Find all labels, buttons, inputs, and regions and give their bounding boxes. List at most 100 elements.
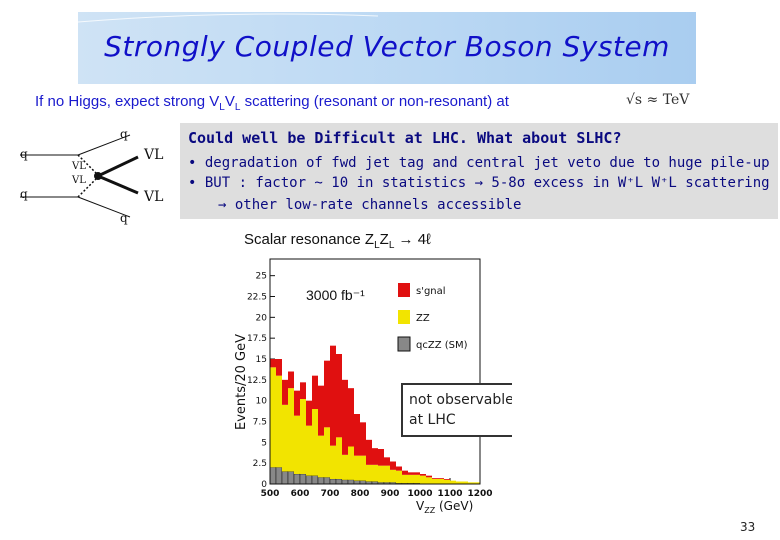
comment-line-1: • degradation of fwd jet tag and central… <box>188 155 770 171</box>
histogram-bar <box>372 464 378 482</box>
histogram-bar <box>474 482 480 484</box>
y-tick-label: 25 <box>256 272 267 282</box>
y-tick-label: 17.5 <box>247 334 267 344</box>
histogram-bar <box>354 414 360 456</box>
histogram-bar <box>312 409 318 476</box>
histogram-bar <box>312 375 318 409</box>
intro-text: If no Higgs, expect strong VLVL scatteri… <box>35 93 509 113</box>
quark-out-bottom: q <box>120 211 128 225</box>
histogram-bar <box>390 461 396 470</box>
histogram-bar <box>348 446 354 480</box>
legend-label-signal: s'gnal <box>416 286 446 297</box>
banner-swoosh <box>78 13 378 23</box>
histogram-bar <box>444 479 450 484</box>
intro-tail: scattering (resonant or non-resonant) at <box>240 93 509 110</box>
x-tick-label: 800 <box>351 489 370 499</box>
histogram-figure: Scalar resonance ZLZL → 4ℓ Events/20 GeV… <box>232 226 529 516</box>
intro-sub-1: L <box>219 102 225 113</box>
legend-swatch-qczz <box>397 336 411 352</box>
y-tick-label: 5 <box>261 438 267 448</box>
histogram-bar <box>342 454 348 480</box>
histogram-bar <box>300 382 306 399</box>
sqrt-s-formula: √s ≈ TeV <box>626 92 690 108</box>
vl-in-bottom: VL <box>72 175 86 186</box>
histogram-bar <box>269 467 277 485</box>
histogram-bar <box>396 466 402 471</box>
histogram-bar <box>288 371 294 389</box>
histogram-bar <box>341 479 349 485</box>
histogram-bar <box>414 474 420 484</box>
histogram-bar <box>396 470 402 484</box>
histogram-bar <box>462 481 468 484</box>
histogram-bar <box>468 482 474 484</box>
histogram-bar <box>438 479 444 484</box>
histogram-bar <box>432 479 438 484</box>
histogram-bar <box>347 479 355 485</box>
histogram-bar <box>420 474 426 476</box>
histogram-bar <box>432 478 438 479</box>
legend-label-qczz: qcZZ (SM) <box>416 340 468 351</box>
legend: s'gnal ZZ qcZZ (SM) <box>397 283 468 352</box>
histogram-bar <box>330 345 336 446</box>
histogram-bar <box>426 475 432 478</box>
histogram-bar <box>294 415 300 474</box>
y-tick-label: 10 <box>256 397 268 407</box>
histogram-bar <box>311 475 319 485</box>
histogram-bar <box>294 390 300 416</box>
y-tick-label: 20 <box>256 313 268 323</box>
histogram-bar <box>366 439 372 465</box>
histogram-bar <box>299 473 307 485</box>
x-tick-label: 700 <box>321 489 340 499</box>
histogram-bar <box>330 445 336 479</box>
plot-frame <box>269 258 481 485</box>
feynman-lines <box>20 134 139 218</box>
histogram-bar <box>276 359 282 376</box>
comments-box: Could well be Difficult at LHC. What abo… <box>180 123 778 219</box>
histogram-bar <box>378 449 384 466</box>
annotation-line-1: not observable <box>409 392 512 408</box>
comments-heading: Could well be Difficult at LHC. What abo… <box>188 129 622 147</box>
legend-label-zz: ZZ <box>416 313 430 324</box>
histogram-bar <box>348 388 354 447</box>
histogram-bar <box>354 455 360 481</box>
histogram-bar <box>305 475 313 485</box>
histogram-bar <box>324 427 330 478</box>
comment-line-3: → other low-rate channels accessible <box>218 197 522 213</box>
page-title: Strongly Coupled Vector Boson System <box>104 30 670 63</box>
histogram-bar <box>414 472 420 475</box>
vl-out-top: VL <box>144 147 164 163</box>
histogram-svg: Scalar resonance ZLZL → 4ℓ Events/20 GeV… <box>234 231 529 515</box>
histogram-bar <box>329 478 337 485</box>
histogram-bar <box>342 379 348 455</box>
histogram-bar <box>456 481 462 484</box>
histogram-bar <box>282 404 288 472</box>
histogram-bar <box>378 465 384 483</box>
histogram-bar <box>270 367 276 468</box>
histogram-bar <box>384 465 390 483</box>
histogram-bar <box>408 474 414 484</box>
y-axis-label: Events/20 GeV <box>234 334 249 430</box>
x-axis-label: VZZ (GeV) <box>416 499 473 515</box>
quark-in-bottom: q <box>20 187 28 201</box>
intro-main: If no Higgs, expect strong V <box>35 93 220 110</box>
x-tick-label: 1200 <box>467 489 492 499</box>
histogram-bar <box>402 474 408 484</box>
histogram-bar <box>438 478 444 479</box>
annotation-box: not observable at LHC <box>401 383 529 437</box>
histogram-bar <box>420 475 426 484</box>
histogram-bar <box>444 479 450 480</box>
histogram-bar <box>336 354 342 438</box>
histogram-bar <box>366 464 372 482</box>
vl-out-bottom: VL <box>144 189 164 205</box>
y-tick-label: 22.5 <box>247 293 267 303</box>
histogram-bar <box>318 385 324 436</box>
comment-line-2: • BUT : factor ~ 10 in statistics → 5-8σ… <box>188 175 770 191</box>
histogram-bar <box>390 469 396 483</box>
histogram-bar <box>360 422 366 456</box>
y-tick-label: 12.5 <box>247 376 267 386</box>
x-tick-label: 1100 <box>437 489 462 499</box>
histogram-bar <box>408 472 414 475</box>
histogram-bar <box>336 437 342 479</box>
y-tick-label: 15 <box>256 355 267 365</box>
feynman-diagram: q q q q VL VL VL VL <box>20 125 200 225</box>
